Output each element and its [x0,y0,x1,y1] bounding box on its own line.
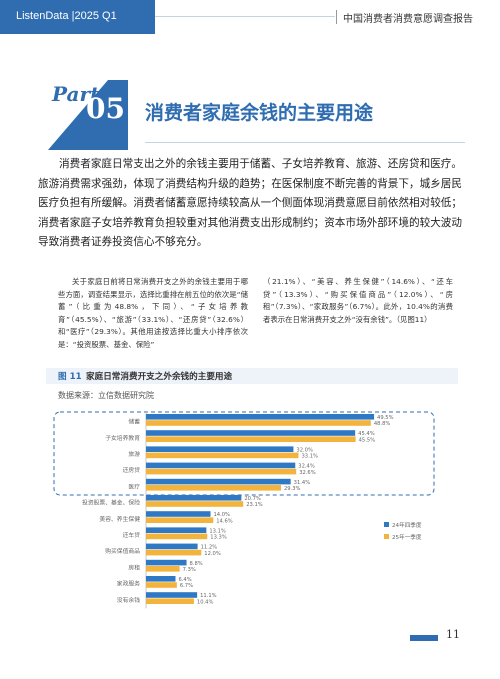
bar-q4-24 [146,414,375,420]
category-label: 房租 [128,563,140,571]
data-label: 6.7% [180,583,193,589]
bar-q1-25 [146,468,297,475]
bar-q4-24 [146,430,356,436]
data-label: 31.4% [294,480,311,486]
figure-header [46,368,458,384]
part-number: 05 [86,92,125,125]
bar-q4-24 [146,478,291,485]
category-label: 美容、养生保健 [99,515,140,523]
bar-q4-24 [146,576,176,582]
data-label: 14.6% [216,518,233,524]
title-divider [145,142,465,143]
part-label: Part [52,82,100,106]
brand-badge: ListenData |2025 Q1 [0,0,155,34]
data-label: 11.1% [200,593,217,599]
bar-q4-24 [146,559,187,566]
bar-q1-25 [146,436,356,442]
category-label: 投资股票、基金、保险 [82,499,140,507]
bar-q4-24 [146,592,198,598]
bar-q4-24 [146,495,242,501]
uses-bar-chart: 储蓄 49.5%48.8% 子女培养教育 45.4%45.5% 旅游 32.0%33.1%… [53,411,435,609]
data-label: 45.5% [359,437,376,443]
data-label: 6.4% [178,577,191,583]
bar-q4-24 [146,543,198,550]
bar-q4-24 [146,511,211,517]
data-label: 13.1% [209,528,226,534]
body-column-right: （21.1%）、“美容、养生保健”（14.6%）、“还车贷”（13.3%）、“购… [263,277,453,324]
intro-paragraph: 消费者家庭日常支出之外的余钱主要用于储蓄、子女培养教育、旅游、还房贷和医疗。旅游… [38,158,462,248]
highlight-box [53,411,435,496]
data-label: 32.4% [298,464,315,470]
category-label: 储蓄 [128,418,140,426]
category-label: 购买保值商品 [105,547,140,555]
section-title: 消费者家庭余钱的主要用途 [145,102,374,124]
bar-q4-24 [146,527,207,533]
legend-swatch [384,522,389,527]
data-label: 11.2% [201,545,218,551]
data-label: 33.1% [301,454,318,460]
category-label: 子女培养教育 [105,434,140,442]
category-label: 旅游 [128,450,140,458]
category-label: 家政服务 [117,580,140,588]
legend-label: 24年四季度 [392,521,422,529]
data-label: 23.1% [246,502,263,508]
bar-q4-24 [146,446,294,452]
bar-q1-25 [146,582,177,588]
report-title: 中国消费者消费意愿调查报告 [343,14,473,25]
bar-q1-25 [146,420,371,426]
figure-title: 家庭日常消费开支之外余钱的主要用途 [86,372,233,382]
data-label: 32.0% [296,447,313,453]
data-label: 7.3% [183,567,196,573]
brand-text: ListenData |2025 Q1 [16,10,117,22]
category-label: 医疗 [128,482,140,490]
page-header: ListenData |2025 Q1 中国消费者消费意愿调查报告 [0,0,500,34]
body-column-left: 关于家庭日前将日常消费开支之外的余钱主要用于哪些方面，调查结果显示，选择比重排在… [58,277,248,349]
data-label: 12.0% [204,551,221,557]
data-label: 32.6% [299,470,316,476]
figure-source: 数据来源：立信数据研究院 [58,391,154,400]
data-label: 13.3% [210,535,227,541]
data-label: 10.4% [197,599,214,605]
bar-q1-25 [146,517,214,523]
header-separator [336,10,337,24]
data-label: 20.7% [244,496,261,502]
header-divider [155,16,335,17]
data-label: 45.4% [358,431,375,437]
bar-q1-25 [146,533,208,540]
data-label: 14.0% [214,512,231,518]
page-number: 11 [446,628,460,641]
data-label: 8.8% [190,561,203,567]
bar-q1-25 [146,549,202,556]
part-banner-shape [48,80,128,150]
category-label: 还房贷 [123,466,141,474]
figure-label: 图 11 [58,372,82,382]
bar-q4-24 [146,462,296,469]
bar-q1-25 [146,485,281,491]
legend-swatch [384,534,389,539]
part-triangle [48,80,128,150]
bar-q1-25 [146,566,180,572]
footer-accent [410,635,438,641]
legend-label: 25年一季度 [392,533,422,541]
data-label: 29.3% [284,486,301,492]
data-label: 49.5% [377,415,394,421]
bar-q1-25 [146,452,299,459]
bar-q1-25 [146,501,244,507]
category-label: 还车贷 [123,531,141,539]
category-label: 没有余钱 [117,596,140,604]
bar-q1-25 [146,598,194,604]
data-label: 48.8% [374,421,391,427]
